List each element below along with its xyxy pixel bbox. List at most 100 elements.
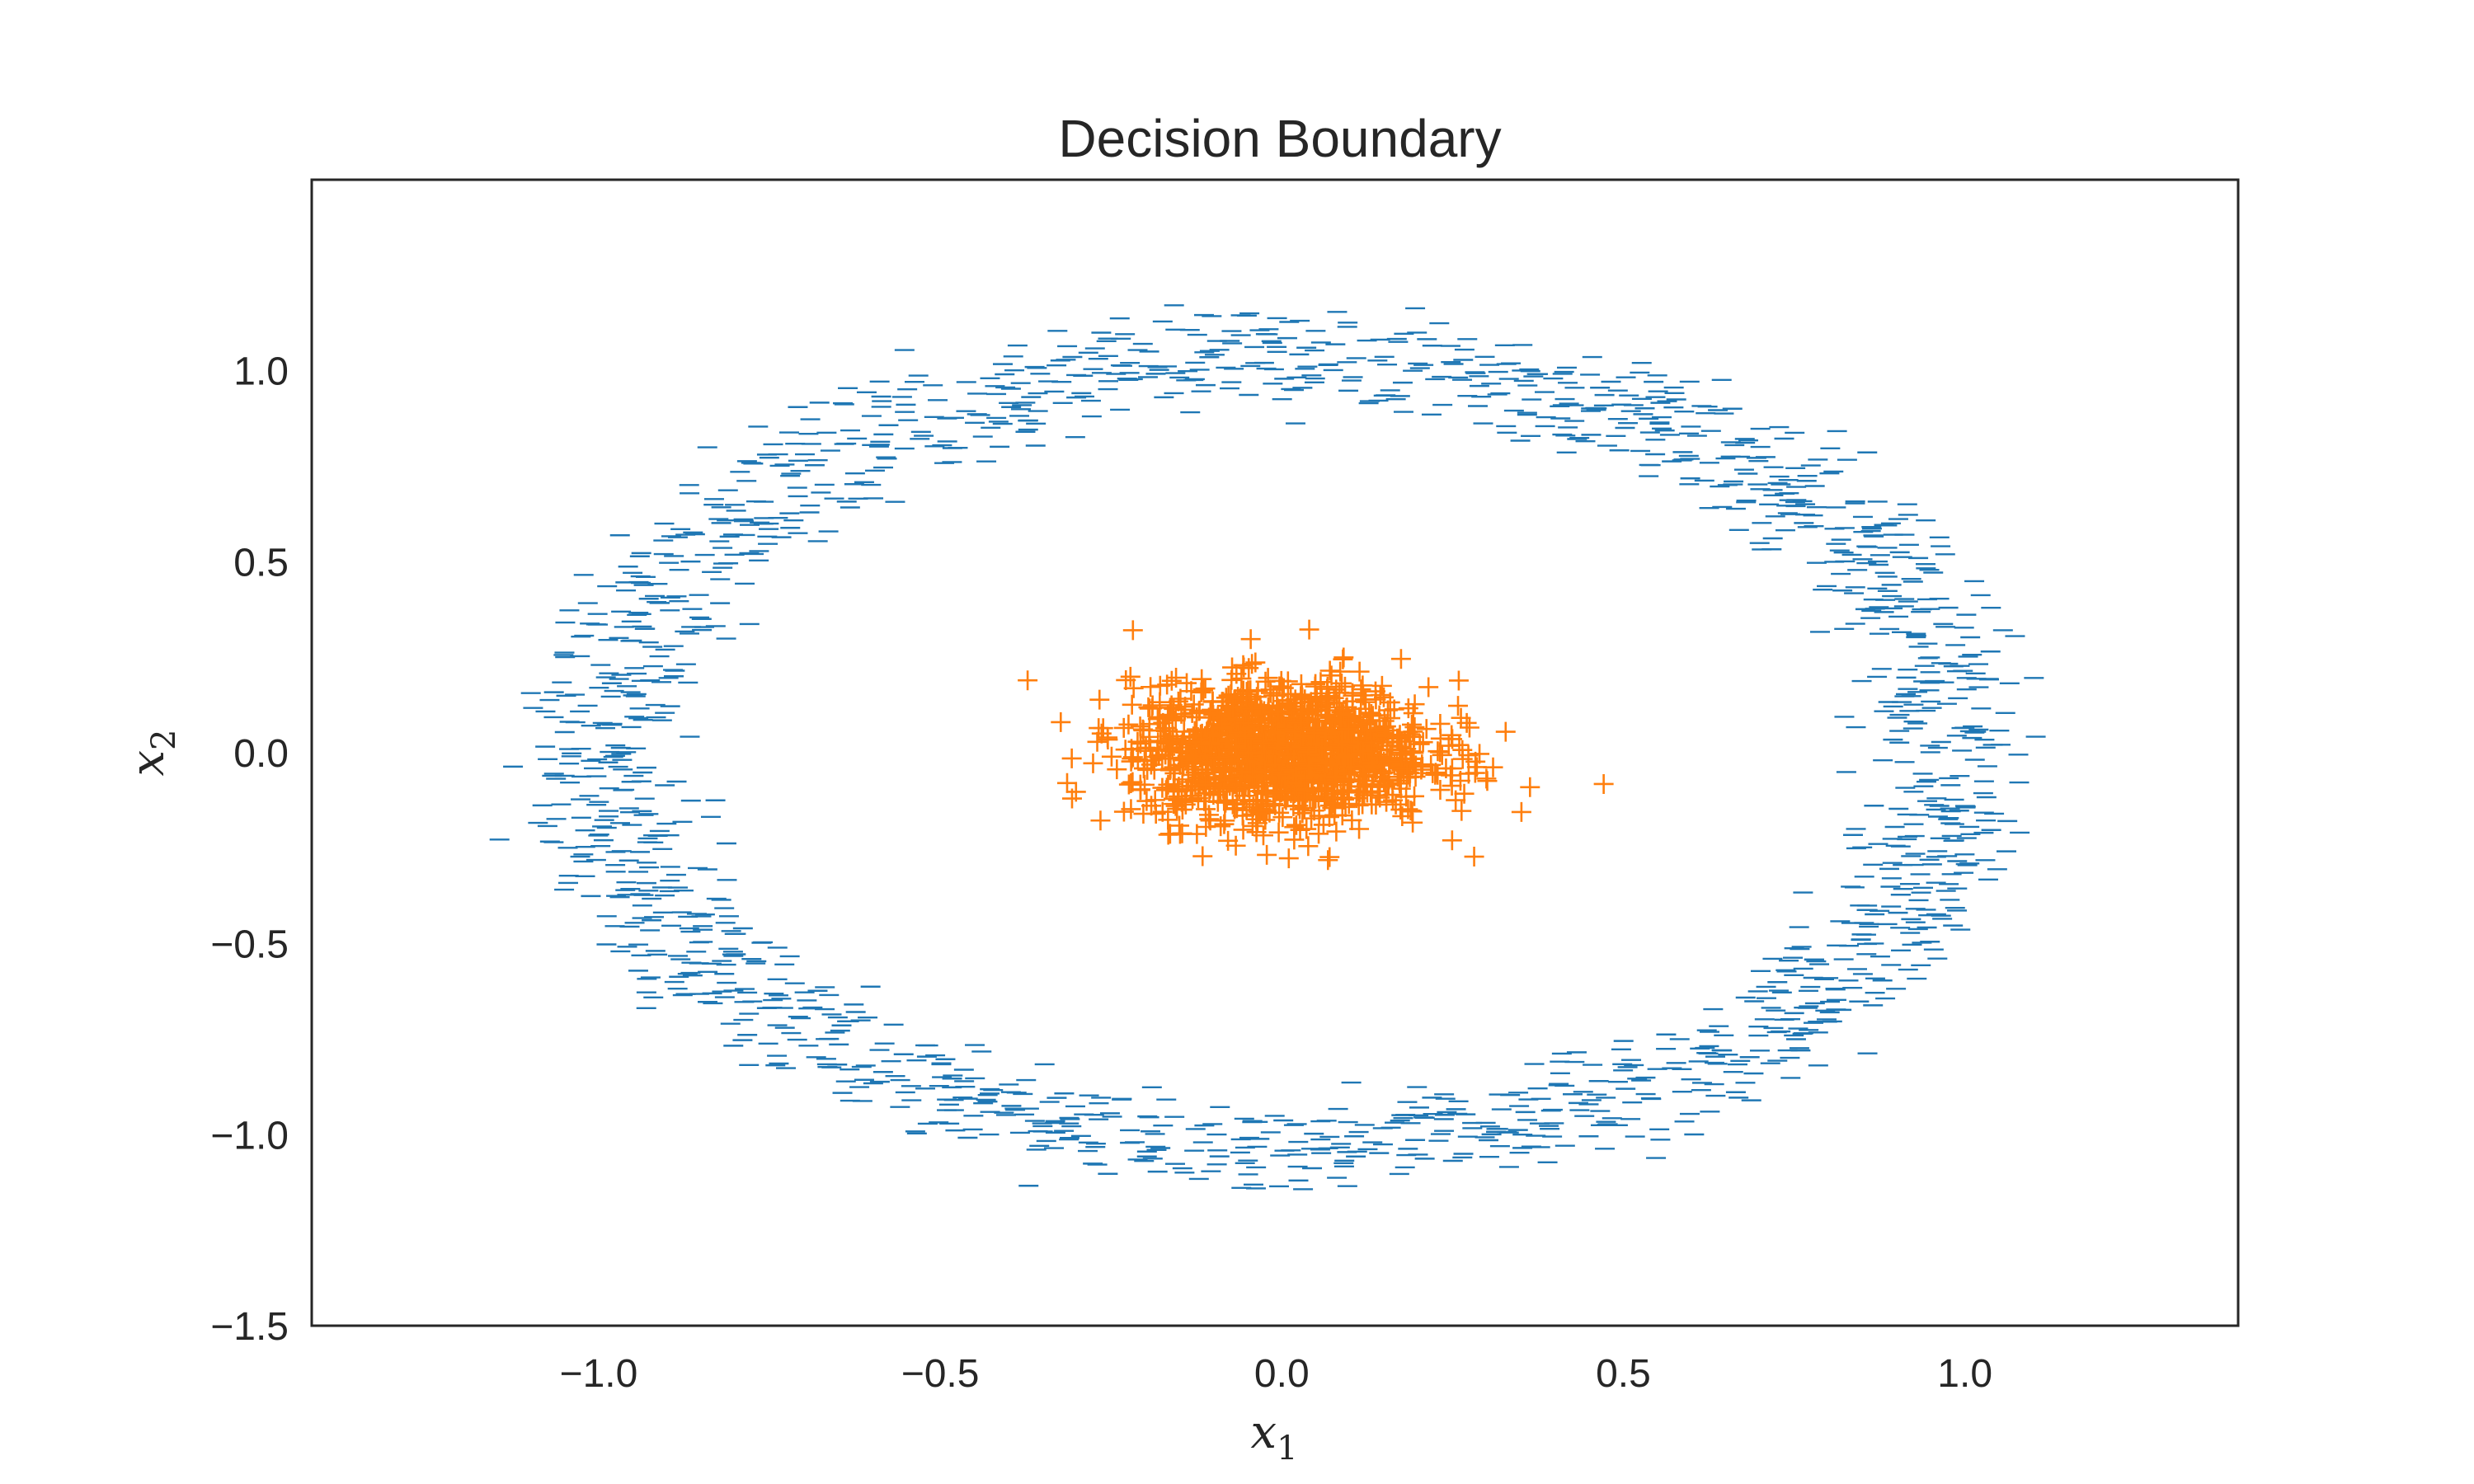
plus-marker bbox=[1268, 730, 1289, 751]
plus-marker bbox=[1113, 801, 1134, 822]
plus-marker bbox=[1297, 704, 1318, 725]
plus-marker bbox=[1208, 747, 1229, 768]
plus-marker bbox=[1065, 782, 1086, 802]
plus-marker bbox=[1158, 810, 1178, 830]
plus-marker bbox=[1456, 712, 1477, 733]
y-tick-label: −0.5 bbox=[210, 923, 289, 967]
y-axis-ticks: −1.5 −1.0 −0.5 0.0 0.5 1.0 bbox=[210, 350, 289, 1349]
plus-marker bbox=[1335, 796, 1356, 817]
plus-marker bbox=[1169, 777, 1189, 797]
plus-marker bbox=[1199, 809, 1220, 829]
plus-marker bbox=[1161, 670, 1182, 691]
plus-marker bbox=[1338, 718, 1359, 739]
plus-marker bbox=[1195, 775, 1216, 796]
plus-marker bbox=[1374, 771, 1395, 791]
plus-marker bbox=[1343, 709, 1364, 730]
plus-marker bbox=[1305, 674, 1326, 694]
x-tick-label: −0.5 bbox=[901, 1352, 980, 1396]
plus-marker bbox=[1378, 720, 1399, 740]
plus-marker bbox=[1315, 773, 1336, 793]
plus-marker bbox=[1253, 733, 1273, 754]
plus-marker bbox=[1153, 712, 1174, 733]
plus-marker bbox=[1359, 702, 1380, 723]
plus-marker bbox=[1349, 661, 1370, 682]
plus-marker bbox=[1175, 697, 1196, 717]
plus-marker bbox=[1301, 808, 1322, 829]
plus-marker bbox=[1192, 669, 1212, 689]
plus-marker bbox=[1162, 709, 1183, 730]
plus-marker bbox=[1425, 763, 1446, 783]
plus-marker bbox=[1313, 815, 1333, 835]
plus-marker bbox=[1403, 812, 1423, 833]
plus-marker bbox=[1164, 794, 1184, 815]
plus-marker bbox=[1304, 722, 1324, 743]
plus-marker bbox=[1145, 803, 1166, 824]
plus-marker bbox=[1511, 801, 1531, 822]
plus-marker bbox=[1351, 744, 1371, 764]
plus-marker bbox=[1192, 759, 1212, 780]
plus-marker bbox=[1342, 810, 1362, 830]
plus-marker bbox=[1451, 707, 1471, 728]
plus-marker bbox=[1298, 836, 1319, 857]
plus-marker bbox=[1118, 714, 1139, 735]
plus-marker bbox=[1337, 745, 1357, 766]
x-axis-ticks: −1.0 −0.5 0.0 0.5 1.0 bbox=[560, 1352, 1992, 1396]
plus-marker bbox=[1225, 835, 1246, 856]
plus-marker bbox=[1145, 747, 1166, 768]
plus-marker bbox=[1296, 819, 1317, 839]
plus-marker bbox=[1342, 683, 1362, 703]
plus-marker bbox=[1476, 768, 1497, 789]
plus-marker bbox=[1244, 777, 1265, 797]
plus-marker bbox=[1134, 750, 1155, 771]
plus-marker bbox=[1332, 805, 1352, 826]
plus-marker bbox=[1325, 768, 1346, 788]
plus-marker bbox=[1333, 647, 1354, 668]
plus-marker bbox=[1169, 742, 1190, 763]
plus-marker bbox=[1018, 670, 1038, 691]
plus-marker bbox=[1448, 696, 1469, 716]
plus-marker bbox=[1324, 721, 1345, 742]
y-tick-label: −1.0 bbox=[210, 1114, 289, 1158]
plus-marker bbox=[1137, 759, 1158, 780]
plus-marker bbox=[1192, 730, 1212, 750]
plus-marker bbox=[1222, 794, 1243, 815]
x-tick-label: 0.5 bbox=[1596, 1352, 1651, 1396]
plus-marker bbox=[1367, 781, 1388, 801]
plus-marker bbox=[1174, 721, 1194, 742]
plus-marker bbox=[1286, 815, 1306, 835]
plus-marker bbox=[1123, 678, 1144, 698]
plus-marker bbox=[1399, 726, 1419, 747]
plus-marker bbox=[1152, 777, 1173, 798]
plus-marker bbox=[1159, 760, 1180, 781]
plus-marker bbox=[1331, 788, 1352, 809]
plus-marker bbox=[1300, 758, 1321, 779]
plus-marker bbox=[1051, 711, 1071, 732]
plus-marker bbox=[1139, 714, 1159, 735]
plus-marker bbox=[1098, 727, 1118, 748]
plus-marker bbox=[1231, 669, 1252, 689]
plus-marker bbox=[1268, 822, 1289, 843]
plus-marker bbox=[1089, 689, 1110, 710]
plus-marker bbox=[1317, 754, 1338, 774]
plus-marker bbox=[1459, 717, 1479, 738]
plus-marker bbox=[1432, 744, 1452, 765]
plus-marker bbox=[1253, 791, 1273, 812]
plus-marker bbox=[1130, 716, 1150, 737]
plus-marker bbox=[1225, 708, 1245, 729]
plus-marker bbox=[1277, 744, 1297, 764]
plus-marker bbox=[1427, 741, 1448, 762]
plus-marker bbox=[1136, 791, 1157, 811]
plus-marker bbox=[1232, 805, 1253, 826]
plus-marker bbox=[1379, 751, 1399, 772]
plus-marker bbox=[1258, 668, 1278, 688]
plus-marker bbox=[1392, 806, 1413, 826]
plus-marker bbox=[1199, 782, 1220, 803]
plus-marker-series bbox=[1018, 619, 1614, 871]
plus-marker bbox=[1242, 654, 1263, 674]
plus-marker bbox=[1210, 718, 1230, 739]
y-tick-label: 0.0 bbox=[233, 732, 289, 776]
plus-marker bbox=[1403, 703, 1423, 724]
y-tick-label: −1.5 bbox=[210, 1305, 289, 1349]
plus-marker bbox=[1352, 741, 1373, 762]
plus-marker bbox=[1291, 686, 1311, 707]
